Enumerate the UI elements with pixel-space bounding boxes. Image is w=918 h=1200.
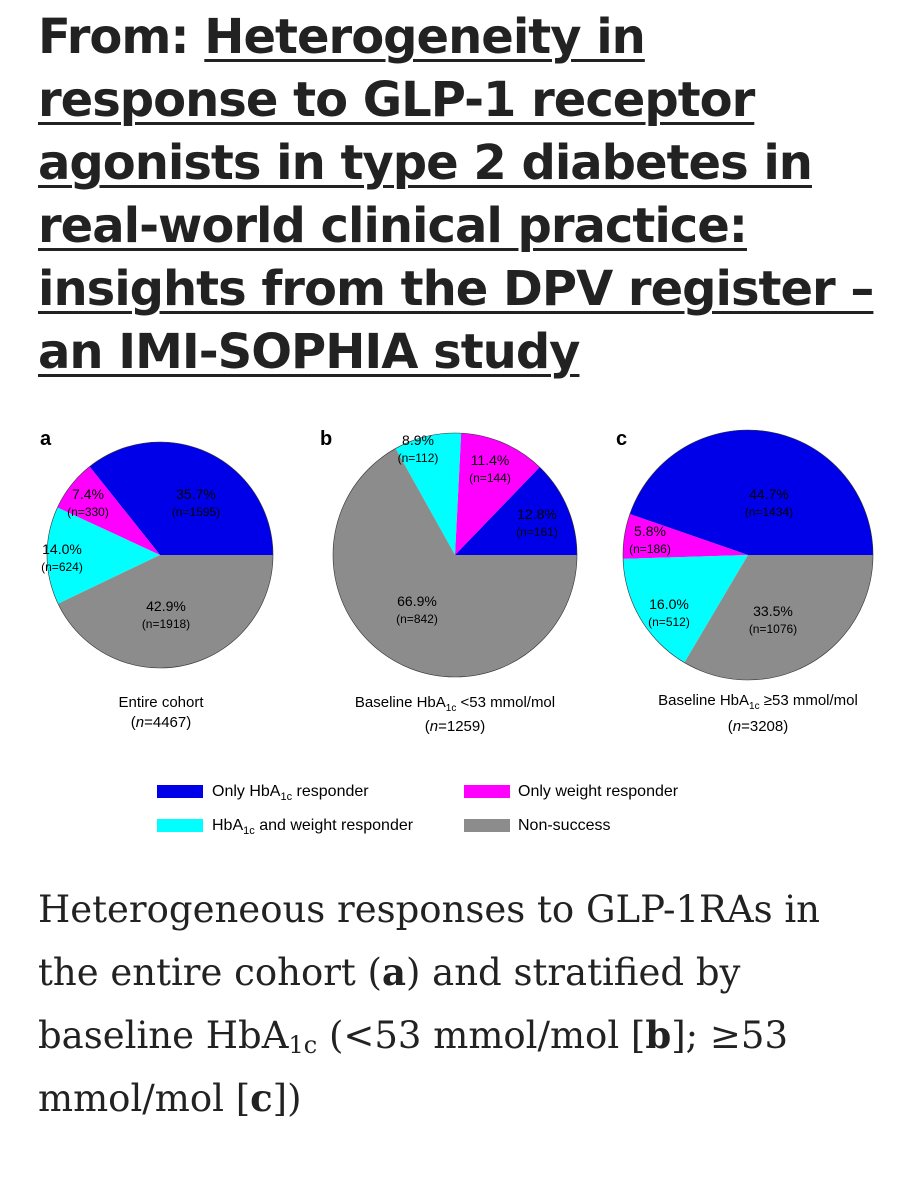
slice-count-a-hba1c: (n=1595) — [172, 505, 220, 519]
pie-slice-b-both — [395, 433, 462, 555]
slice-count-c-both: (n=512) — [648, 615, 690, 629]
panel-b-subtitle: (n=1259) — [425, 718, 485, 735]
panel-c-subtitle: (n=3208) — [728, 718, 788, 735]
slice-percent-b-weight: 11.4% — [471, 452, 510, 468]
slice-percent-c-non: 33.5% — [753, 603, 793, 619]
legend-label-weight: Only weight responder — [518, 783, 679, 800]
pie-outline-c — [622, 429, 874, 681]
slice-count-c-non: (n=1076) — [749, 622, 797, 636]
panel-letter-a: a — [40, 428, 52, 450]
slice-percent-b-non: 66.9% — [397, 593, 437, 609]
legend-label-hba1c: Only HbA1c responder — [212, 783, 369, 803]
pie-slice-a-weight — [57, 466, 160, 555]
pie-slice-c-hba1c — [629, 429, 873, 555]
pie-slice-a-hba1c — [89, 442, 274, 555]
pie-outline-a — [46, 441, 274, 669]
legend-label-both: HbA1c and weight responder — [212, 817, 414, 837]
panel-a-subtitle: (n=4467) — [131, 714, 191, 731]
slice-percent-a-both: 14.0% — [42, 541, 82, 557]
pie-outline-b — [332, 432, 578, 678]
pie-slice-a-non — [58, 555, 273, 668]
slice-percent-c-hba1c: 44.7% — [749, 486, 789, 502]
slice-count-b-weight: (n=144) — [469, 471, 511, 485]
pie-panel-a: a 35.7% (n=1595) 7.4% (n=330) 14.0% (n=624) 42… — [40, 428, 274, 731]
pie-slice-c-weight — [623, 514, 748, 559]
panel-a-title: Entire cohort — [118, 694, 204, 711]
slice-percent-b-both: 8.9% — [402, 432, 434, 448]
slice-percent-a-hba1c: 35.7% — [176, 486, 216, 502]
pie-slice-a-both — [46, 507, 161, 604]
title-prefix: From: — [38, 9, 205, 65]
legend: Only HbA1c responder Only weight respond… — [157, 783, 679, 837]
slice-percent-c-weight: 5.8% — [634, 523, 666, 539]
pie-slice-c-both — [623, 555, 748, 663]
panel-b-title: Baseline HbA1c <53 mmol/mol — [355, 694, 555, 714]
article-title-link[interactable]: Heterogeneity in response to GLP-1 recep… — [38, 9, 874, 380]
slice-count-b-non: (n=842) — [396, 612, 438, 626]
pie-slice-b-weight — [455, 433, 540, 555]
pie-panel-b: b 12.8% (n=161) 11.4% (n=144) 8.9% (n=112) 66.… — [320, 428, 578, 735]
slice-count-a-both: (n=624) — [41, 560, 83, 574]
article-title: From: Heterogeneity in response to GLP-1… — [38, 6, 888, 384]
pie-slice-b-hba1c — [455, 467, 577, 555]
slice-count-b-hba1c: (n=161) — [516, 525, 558, 539]
slice-count-c-hba1c: (n=1434) — [745, 505, 793, 519]
slice-count-a-non: (n=1918) — [142, 617, 190, 631]
slice-percent-b-hba1c: 12.8% — [517, 506, 557, 522]
pie-slice-c-non — [684, 555, 873, 680]
pie-slice-b-non — [332, 448, 577, 677]
slice-percent-a-weight: 7.4% — [72, 486, 104, 502]
pie-panel-c: c 44.7% (n=1434) 5.8% (n=186) 16.0% (n=512) 33… — [616, 428, 874, 735]
legend-label-non: Non-success — [518, 817, 610, 834]
slice-count-c-weight: (n=186) — [629, 542, 671, 556]
panel-letter-c: c — [616, 428, 627, 450]
panel-c-title: Baseline HbA1c ≥53 mmol/mol — [658, 692, 858, 712]
legend-swatch-both — [157, 819, 203, 832]
legend-swatch-hba1c — [157, 785, 203, 798]
slice-percent-a-non: 42.9% — [146, 598, 186, 614]
slice-percent-c-both: 16.0% — [649, 596, 689, 612]
slice-count-a-weight: (n=330) — [67, 505, 109, 519]
figure: a 35.7% (n=1595) 7.4% (n=330) 14.0% (n=624) 42… — [40, 428, 874, 837]
figure-caption: Heterogeneous responses to GLP-1RAs in t… — [38, 888, 820, 1120]
legend-swatch-weight — [464, 785, 510, 798]
panel-letter-b: b — [320, 428, 332, 450]
slice-count-b-both: (n=112) — [398, 451, 439, 465]
legend-swatch-non — [464, 819, 510, 832]
